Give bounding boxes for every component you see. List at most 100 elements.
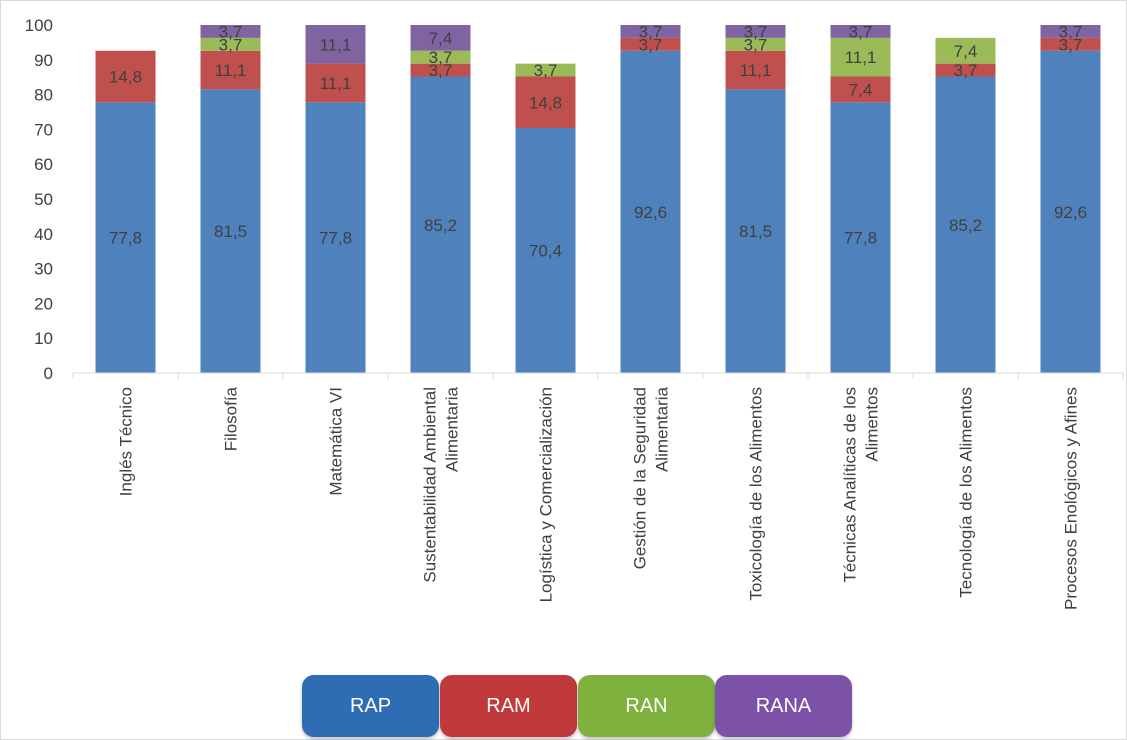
x-category-label-line: Matemática VI [327, 387, 346, 496]
bar-segment-ran [410, 50, 471, 64]
data-label-rana: 3,7 [744, 22, 768, 41]
x-category-label-line: Técnicas Analíticas de los [841, 387, 860, 583]
x-category-label-line: Alimentaria [443, 386, 462, 472]
bar-segment-rap [515, 128, 576, 373]
data-label-rap: 85,2 [949, 216, 982, 235]
bar-segment-rana [830, 25, 891, 38]
bar-segment-ran [515, 63, 576, 77]
bar-segment-rap [200, 89, 261, 373]
x-category-label-line: Procesos Enológicos y Afines [1062, 387, 1081, 610]
y-tick-label: 10 [34, 329, 53, 348]
data-label-rap: 81,5 [739, 222, 772, 241]
data-label-rap: 77,8 [844, 229, 877, 248]
data-label-ram: 3,7 [1059, 35, 1083, 54]
x-category-label: Procesos Enológicos y Afines [1062, 387, 1081, 610]
bar-segment-rap [935, 76, 996, 373]
data-label-ram: 11,1 [320, 74, 352, 93]
data-label-ran: 7,4 [954, 42, 978, 61]
data-label-ram: 7,4 [849, 80, 873, 99]
data-label-rap: 70,4 [529, 242, 562, 261]
y-axis: 0 10 20 30 40 50 60 70 80 90 100 [25, 16, 53, 383]
data-label-rap: 77,8 [319, 229, 352, 248]
bar-segment-rana [725, 25, 786, 38]
legend-item-rap[interactable]: RAP [302, 675, 439, 737]
x-category-label-line: Alimentaria [653, 386, 672, 472]
bar-segment-ram [1040, 37, 1101, 51]
x-category-label: Filosofía [222, 386, 241, 451]
bar-segment-rap [830, 102, 891, 374]
data-label-ran: 3,7 [219, 35, 243, 54]
bar-segment-ran [200, 37, 261, 51]
y-tick-label: 0 [44, 364, 53, 383]
bar-segment-rap [725, 89, 786, 373]
bar-segment-rap [620, 50, 681, 373]
data-label-ram: 14,8 [109, 68, 142, 87]
y-tick-label: 50 [34, 190, 53, 209]
bar-segment-ram [305, 63, 366, 103]
data-label-ram: 14,8 [529, 93, 562, 112]
bar-segment-ram [410, 63, 471, 77]
x-category-label: Toxicología de los Alimentos [747, 387, 766, 601]
bar-segment-rana [305, 25, 366, 64]
data-label-ran: 3,7 [744, 35, 768, 54]
data-labels: 77,814,881,511,13,73,777,811,111,185,23,… [109, 22, 1087, 260]
data-label-rana: 3,7 [1059, 22, 1083, 41]
x-axis: Inglés Técnico Filosofía Matemática VI Sust… [72, 372, 1124, 610]
x-category-label-line: Sustentabilidad Ambiental [421, 387, 440, 583]
bar-segment-ram [95, 50, 156, 103]
bar-segment-ran [830, 37, 891, 77]
data-label-rap: 77,8 [109, 229, 142, 248]
data-label-ram: 11,1 [215, 61, 247, 80]
data-label-rap: 81,5 [214, 222, 247, 241]
bar-segment-ram [935, 63, 996, 77]
data-label-rap: 92,6 [1054, 203, 1087, 222]
y-tick-label: 100 [25, 16, 53, 35]
y-tick-label: 90 [34, 51, 53, 70]
x-category-label: Inglés Técnico [117, 387, 136, 496]
bar-segment-rana [620, 25, 681, 38]
bar-segment-ram [515, 76, 576, 129]
data-label-ram: 3,7 [429, 61, 453, 80]
data-label-ran: 3,7 [429, 48, 453, 67]
bars [95, 25, 1101, 374]
x-category-label-line: Alimentos [863, 387, 882, 462]
bar-segment-ram [725, 50, 786, 90]
bar-segment-ram [830, 76, 891, 103]
data-label-ran: 3,7 [534, 61, 558, 80]
bar-segment-rana [200, 25, 261, 38]
x-category-label: Técnicas Analíticas de los Alimentos [841, 387, 882, 583]
x-category-label-line: Logística y Comercialización [537, 387, 556, 602]
bar-segment-rap [410, 76, 471, 373]
legend-item-rana[interactable]: RANA [715, 675, 852, 737]
bar-segment-rap [305, 102, 366, 374]
y-tick-label: 20 [34, 294, 53, 313]
x-category-label: Matemática VI [327, 387, 346, 496]
bar-segment-rap [1040, 50, 1101, 373]
y-tick-label: 30 [34, 260, 53, 279]
x-category-label-line: Gestión de la Seguridad [631, 387, 650, 569]
x-category-label-line: Inglés Técnico [117, 387, 136, 496]
bar-segment-ran [725, 37, 786, 51]
bar-segment-rap [95, 102, 156, 374]
y-tick-label: 40 [34, 225, 53, 244]
data-label-ram: 11,1 [740, 61, 772, 80]
bar-segment-rana [410, 25, 471, 51]
data-label-rana: 3,7 [849, 22, 873, 41]
bar-segment-ram [620, 37, 681, 51]
y-tick-label: 60 [34, 155, 53, 174]
data-label-rana: 7,4 [429, 29, 453, 48]
x-category-label: Sustentabilidad Ambiental Alimentaria [421, 386, 462, 582]
x-category-label: Tecnología de los Alimentos [957, 387, 976, 598]
x-category-label-line: Filosofía [222, 386, 241, 451]
bar-segment-rana [1040, 25, 1101, 38]
x-category-label-line: Toxicología de los Alimentos [747, 387, 766, 601]
y-tick-label: 70 [34, 120, 53, 139]
data-label-rana: 3,7 [639, 22, 663, 41]
legend-item-ran[interactable]: RAN [578, 675, 715, 737]
data-label-ram: 3,7 [639, 35, 663, 54]
data-label-ram: 3,7 [954, 61, 978, 80]
legend-item-ram[interactable]: RAM [440, 675, 577, 737]
data-label-rap: 92,6 [634, 203, 667, 222]
